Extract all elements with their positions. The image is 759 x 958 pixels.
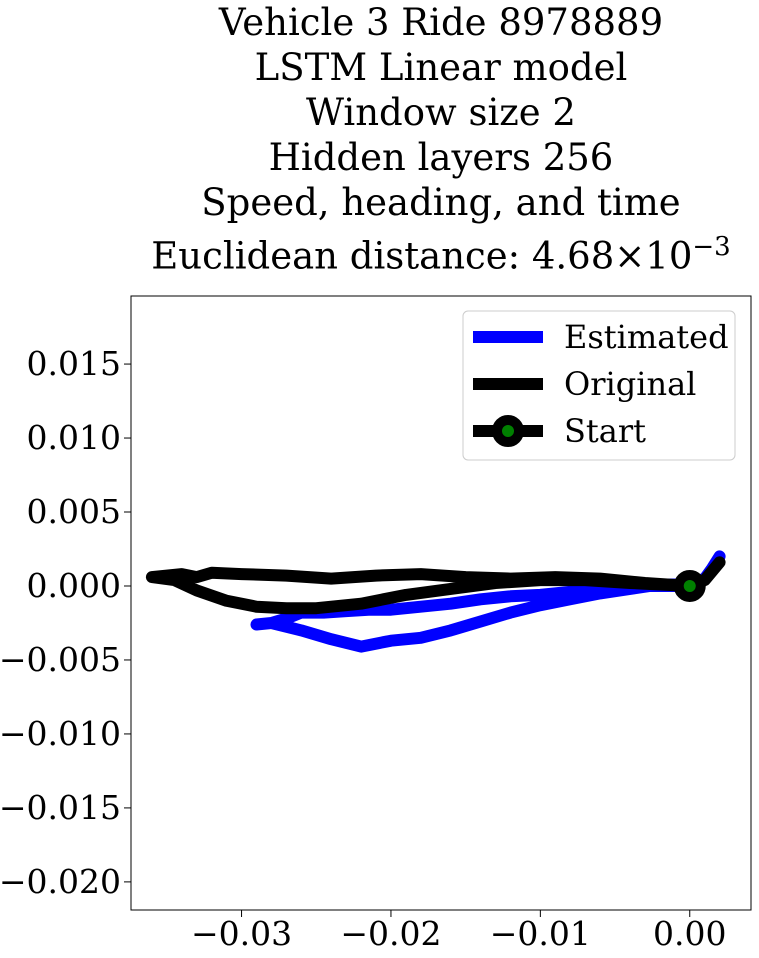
title-line-3: Window size 2 [306,91,576,134]
start-marker [673,569,706,602]
legend-label-estimated: Estimated [564,318,729,356]
title-distance-exponent: −3 [692,232,731,262]
y-tick-label: −0.020 [0,862,121,901]
legend-label-start: Start [564,412,646,450]
title-distance-mantissa: 4.68 [531,234,615,278]
x-tick-label: −0.03 [191,914,292,953]
x-tick-label: 0.00 [653,914,726,953]
legend-start-marker [492,415,524,447]
x-tick-label: −0.01 [490,914,591,953]
legend-box [462,310,736,461]
x-tick-label: −0.02 [340,914,441,953]
y-tick-label: 0.005 [27,492,121,531]
title-line-5: Speed, heading, and time [201,181,681,224]
title-line-4: Hidden layers 256 [268,136,614,179]
axes-frame [130,295,752,911]
series-line-estimated [250,550,726,653]
plot-area [145,550,726,653]
title-distance-prefix: Euclidean distance: [151,234,532,278]
title-line-1: Vehicle 3 Ride 8978889 [218,1,664,44]
y-tick-label: 0.015 [27,344,121,383]
legend: Estimated Original Start [462,310,736,461]
title-line-2: LSTM Linear model [254,46,628,89]
title-distance-base: 10 [645,234,693,278]
axes: −0.03 −0.02 −0.01 0.00 0.015 0.010 0.005 0.000 −… [0,295,752,953]
y-tick-label: 0.010 [27,418,121,457]
series-line-original [145,556,726,615]
title-line-6: Euclidean distance: 4.68×10−3 [0,225,759,277]
legend-label-original: Original [564,365,696,403]
title-distance-times: × [614,234,646,278]
y-tick-label: 0.000 [27,566,121,605]
chart-title: Vehicle 3 Ride 8978889 LSTM Linear model… [0,0,759,277]
y-tick-label: −0.015 [0,788,121,827]
y-tick-label: −0.005 [0,640,121,679]
y-tick-label: −0.010 [0,714,121,753]
